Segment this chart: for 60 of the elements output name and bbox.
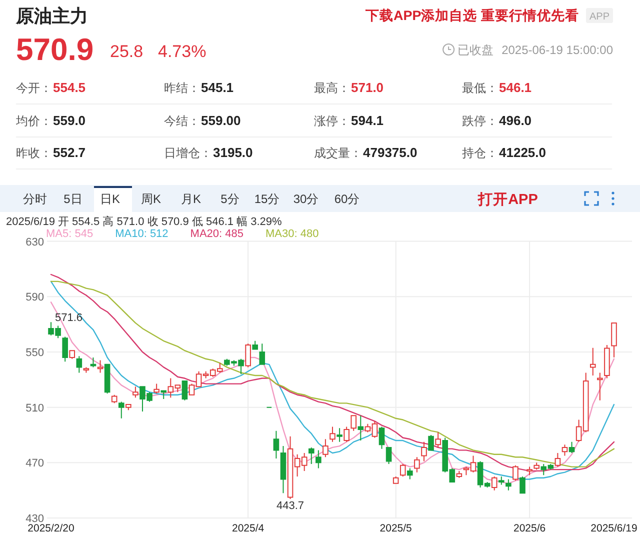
text: 546.1 <box>499 80 532 95</box>
text: MA5: 545 <box>46 228 94 240</box>
y-tick-label: 510 <box>26 402 44 414</box>
text: 5分 <box>220 192 240 206</box>
y-tick-label: 630 <box>26 236 44 248</box>
text: 2025/6/19 开 554.5 高 571.0 收 570.9 低 546.1 幅 3.29% <box>6 215 282 228</box>
text: 559.00 <box>201 113 241 128</box>
text: 570.9 <box>16 32 94 67</box>
text: 均价： <box>15 114 52 128</box>
text: 554.5 <box>53 80 86 95</box>
text: 周K <box>140 192 162 206</box>
text: 479375.0 <box>363 145 418 160</box>
y-tick-label: 550 <box>26 346 44 359</box>
text: 成交量： <box>314 146 362 160</box>
x-tick-label: 2025/6/19 <box>590 522 638 533</box>
text: 571.0 <box>351 80 384 95</box>
text: 41225.0 <box>499 145 546 160</box>
x-tick-label: 2025/6 <box>513 522 546 533</box>
text: MA30: 480 <box>266 228 319 240</box>
text: 2025-06-19 15:00:00 <box>502 43 614 57</box>
text: 涨停： <box>314 114 350 128</box>
text: 跌停： <box>462 114 498 128</box>
x-tick-label: 2025/2/20 <box>28 522 75 533</box>
text: 545.1 <box>201 80 234 95</box>
text: 15分 <box>254 192 280 206</box>
annotation: 443.7 <box>276 500 304 512</box>
text: 日K <box>100 192 120 206</box>
text: 最高： <box>314 81 350 95</box>
text: 30分 <box>293 192 319 206</box>
text: 今结： <box>164 114 200 128</box>
x-tick-label: 2025/4 <box>232 522 264 533</box>
text: 分时 <box>23 192 47 206</box>
text: 原油主力 <box>15 6 88 26</box>
text: 日增仓： <box>164 146 212 160</box>
text: 今开： <box>16 81 52 95</box>
annotation: 571.6 <box>55 312 83 324</box>
text: 昨收： <box>16 146 52 160</box>
text: APP <box>589 12 610 22</box>
y-tick-label: 590 <box>26 292 44 304</box>
text: 496.0 <box>499 113 532 128</box>
y-tick-label: 470 <box>26 458 44 470</box>
x-tick-label: 2025/5 <box>380 522 412 533</box>
text: 昨结： <box>164 81 200 95</box>
text: 5日 <box>64 192 82 206</box>
text: 594.1 <box>351 113 384 128</box>
text: 已收盘 <box>458 43 494 57</box>
text: MA10: 512 <box>115 228 168 240</box>
text: MA20: 485 <box>190 228 244 240</box>
text: 持仓： <box>462 146 498 160</box>
text: 552.7 <box>53 145 86 160</box>
text: 下载APP添加自选 重要行情优先看 <box>364 7 579 23</box>
text: 月K <box>180 192 202 206</box>
text: 打开APP <box>477 191 538 208</box>
text: 25.8 <box>110 42 144 61</box>
text: 4.73% <box>158 42 206 61</box>
y-tick-label: 430 <box>26 513 44 525</box>
text: 60分 <box>334 192 360 206</box>
text: 最低： <box>462 81 498 95</box>
text: 559.0 <box>53 113 86 128</box>
text: 3195.0 <box>213 145 253 160</box>
